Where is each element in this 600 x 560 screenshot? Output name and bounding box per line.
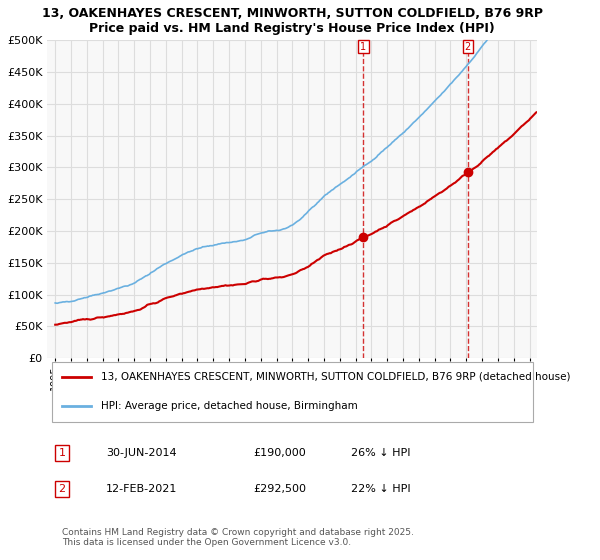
Text: 26% ↓ HPI: 26% ↓ HPI xyxy=(351,448,410,458)
FancyBboxPatch shape xyxy=(52,362,533,422)
Text: 2: 2 xyxy=(58,484,65,494)
Title: 13, OAKENHAYES CRESCENT, MINWORTH, SUTTON COLDFIELD, B76 9RP
Price paid vs. HM L: 13, OAKENHAYES CRESCENT, MINWORTH, SUTTO… xyxy=(42,7,543,35)
Text: 12-FEB-2021: 12-FEB-2021 xyxy=(106,484,178,494)
Text: Contains HM Land Registry data © Crown copyright and database right 2025.
This d: Contains HM Land Registry data © Crown c… xyxy=(62,528,414,547)
Text: 1: 1 xyxy=(59,448,65,458)
Text: 1: 1 xyxy=(361,41,367,52)
Text: HPI: Average price, detached house, Birmingham: HPI: Average price, detached house, Birm… xyxy=(101,401,358,411)
Text: £190,000: £190,000 xyxy=(253,448,306,458)
Text: 22% ↓ HPI: 22% ↓ HPI xyxy=(351,484,411,494)
Text: 2: 2 xyxy=(465,41,471,52)
Text: 30-JUN-2014: 30-JUN-2014 xyxy=(106,448,177,458)
Text: £292,500: £292,500 xyxy=(253,484,306,494)
Text: 13, OAKENHAYES CRESCENT, MINWORTH, SUTTON COLDFIELD, B76 9RP (detached house): 13, OAKENHAYES CRESCENT, MINWORTH, SUTTO… xyxy=(101,372,571,382)
